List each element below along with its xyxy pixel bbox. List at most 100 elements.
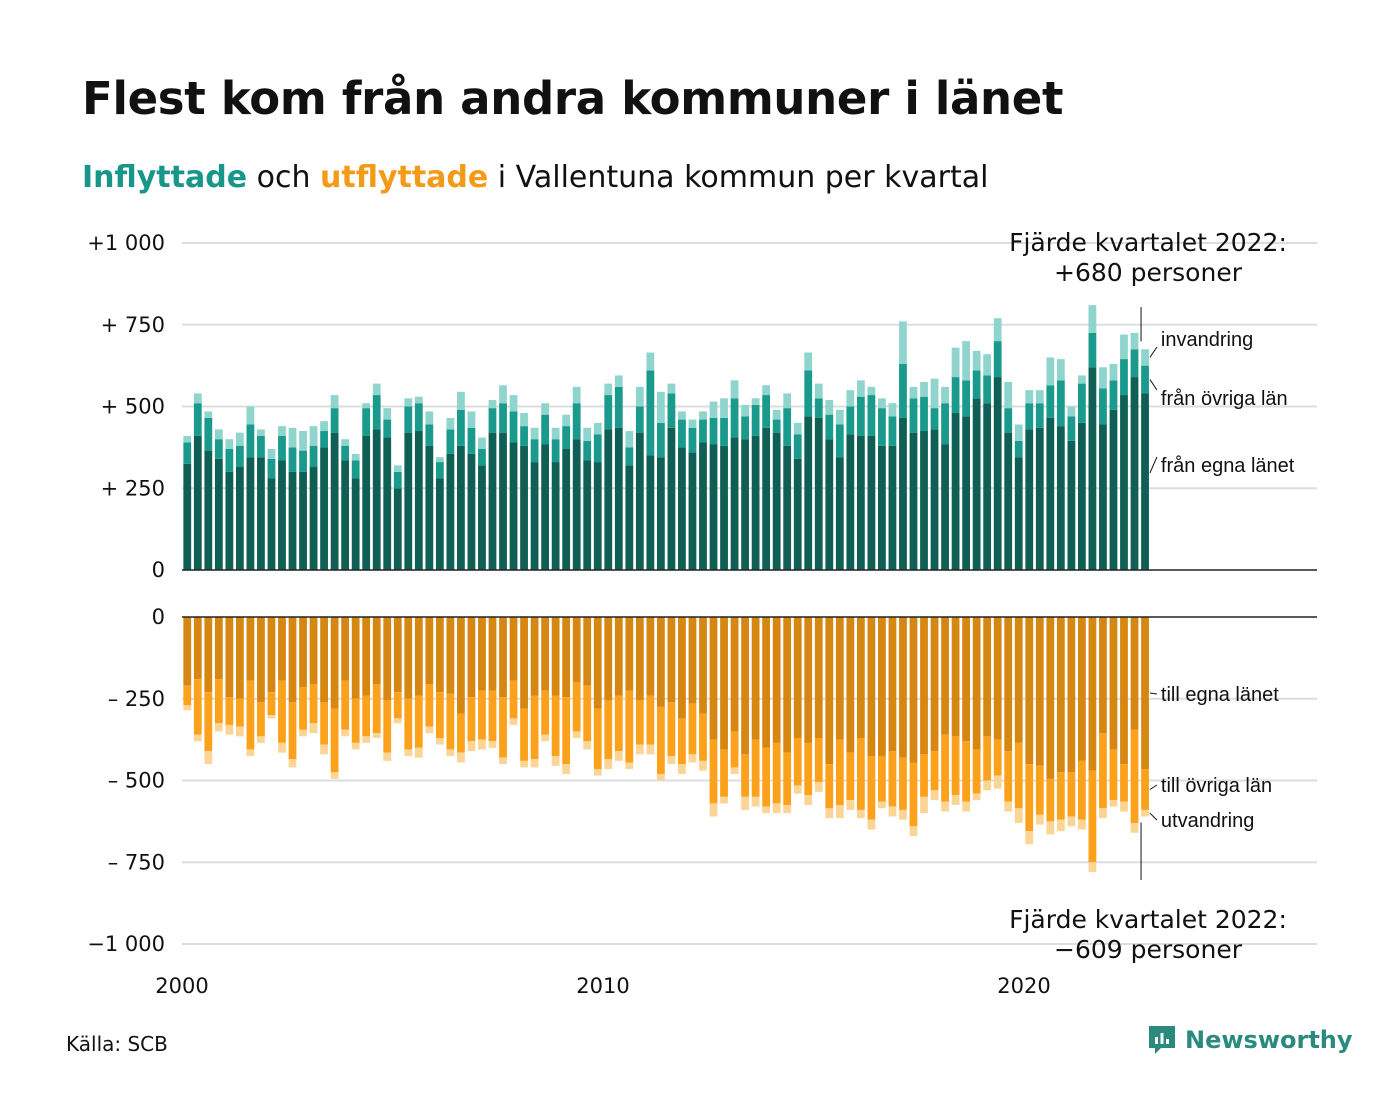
subtitle-utflyttade: utflyttade xyxy=(320,160,489,195)
bar-out-egna xyxy=(888,617,897,752)
bar-out-ovriga xyxy=(646,695,655,745)
y-tick-label-top: + 250 xyxy=(101,476,165,500)
bar-out-egna xyxy=(762,617,771,748)
bar-in-ovriga xyxy=(1046,385,1055,418)
bar-in-egna xyxy=(1067,440,1076,570)
bar-in-ovriga xyxy=(530,439,539,463)
bar-in-invandring xyxy=(362,403,371,409)
bar-in-invandring xyxy=(257,429,265,436)
bar-out-egna xyxy=(214,617,223,680)
bar-in-egna xyxy=(983,403,992,570)
bar-out-egna xyxy=(488,617,497,691)
bar-out-utvandring xyxy=(709,803,718,817)
bar-out-utvandring xyxy=(688,754,697,763)
bar-in-egna xyxy=(383,437,392,570)
annotation-top-line1: Fjärde kvartalet 2022: xyxy=(1009,228,1287,257)
bar-out-utvandring xyxy=(625,762,634,770)
bar-in-ovriga xyxy=(351,460,360,479)
bar-in-invandring xyxy=(1120,334,1128,360)
bar-out-egna xyxy=(1141,617,1149,770)
bar-in-invandring xyxy=(414,396,423,404)
bar-out-ovriga xyxy=(699,713,707,761)
bar-in-invandring xyxy=(1099,367,1107,389)
bar-in-invandring xyxy=(614,375,623,387)
bar-out-egna xyxy=(951,617,960,737)
bar-in-egna xyxy=(835,457,844,570)
bar-out-ovriga xyxy=(404,698,413,750)
bar-out-ovriga xyxy=(930,751,939,791)
bar-out-egna xyxy=(204,617,213,693)
bar-out-egna xyxy=(383,617,392,701)
bar-out-utvandring xyxy=(351,742,360,750)
bar-out-ovriga xyxy=(320,702,328,745)
bar-in-ovriga xyxy=(288,447,297,472)
bar-out-ovriga xyxy=(257,702,265,737)
bar-in-egna xyxy=(478,465,486,570)
bar-in-egna xyxy=(888,445,897,570)
bar-out-egna xyxy=(867,617,876,756)
bar-in-egna xyxy=(414,431,423,570)
bar-out-utvandring xyxy=(183,705,192,711)
bar-out-utvandring xyxy=(530,759,539,768)
bar-out-egna xyxy=(362,617,371,696)
bar-in-ovriga xyxy=(899,363,907,418)
bar-in-invandring xyxy=(1004,381,1013,409)
bar-in-egna xyxy=(825,439,834,570)
bar-out-utvandring xyxy=(878,801,886,809)
bar-in-egna xyxy=(656,457,665,570)
bar-out-utvandring xyxy=(541,734,550,742)
bar-out-egna xyxy=(225,617,234,698)
y-tick-label-bottom: – 500 xyxy=(108,769,165,793)
bar-out-egna xyxy=(1130,617,1139,730)
bar-in-invandring xyxy=(899,321,907,364)
bar-in-invandring xyxy=(804,352,813,371)
bar-in-invandring xyxy=(478,437,486,450)
bar-in-ovriga xyxy=(678,419,686,448)
bar-in-invandring xyxy=(867,386,876,396)
bar-in-ovriga xyxy=(541,414,550,445)
bar-in-egna xyxy=(204,450,213,570)
bar-out-egna xyxy=(804,617,813,743)
bar-out-utvandring xyxy=(699,760,707,771)
bar-in-invandring xyxy=(983,354,992,376)
bar-out-egna xyxy=(825,617,834,765)
annotation-bottom-line1: Fjärde kvartalet 2022: xyxy=(1009,905,1287,934)
bar-in-ovriga xyxy=(562,426,571,450)
bar-out-ovriga xyxy=(372,684,381,734)
bar-in-ovriga xyxy=(909,398,918,433)
bar-in-ovriga xyxy=(1141,365,1149,394)
bar-in-ovriga xyxy=(204,417,213,451)
bar-in-egna xyxy=(1035,427,1044,570)
bar-in-ovriga xyxy=(320,431,328,448)
bar-in-invandring xyxy=(267,449,276,459)
bar-out-ovriga xyxy=(730,731,739,768)
bar-out-utvandring xyxy=(499,757,507,765)
bar-out-ovriga xyxy=(1109,749,1118,801)
bar-out-ovriga xyxy=(341,680,350,730)
bar-in-egna xyxy=(1109,409,1118,570)
bar-in-ovriga xyxy=(1109,380,1118,410)
bar-in-invandring xyxy=(435,457,444,463)
bar-in-invandring xyxy=(878,398,886,409)
bar-out-utvandring xyxy=(320,744,328,755)
bar-in-invandring xyxy=(488,399,497,409)
bar-in-ovriga xyxy=(309,445,318,467)
bar-out-ovriga xyxy=(888,751,897,807)
bar-in-invandring xyxy=(299,431,307,451)
bar-in-ovriga xyxy=(1014,440,1023,458)
bar-out-utvandring xyxy=(383,752,392,761)
label-leader-out xyxy=(1149,692,1158,695)
bar-in-ovriga xyxy=(257,435,265,458)
bar-out-utvandring xyxy=(488,741,497,748)
bar-out-ovriga xyxy=(467,697,476,742)
bar-out-ovriga xyxy=(562,697,571,765)
bar-out-utvandring xyxy=(1056,819,1065,832)
bar-out-ovriga xyxy=(772,742,781,804)
y-tick-label-top: + 500 xyxy=(101,395,165,419)
bar-in-invandring xyxy=(825,399,834,415)
bar-in-egna xyxy=(878,445,886,570)
bar-in-ovriga xyxy=(467,427,476,454)
bar-out-egna xyxy=(1088,617,1097,771)
bar-in-egna xyxy=(246,457,255,570)
bar-out-ovriga xyxy=(1077,760,1086,820)
